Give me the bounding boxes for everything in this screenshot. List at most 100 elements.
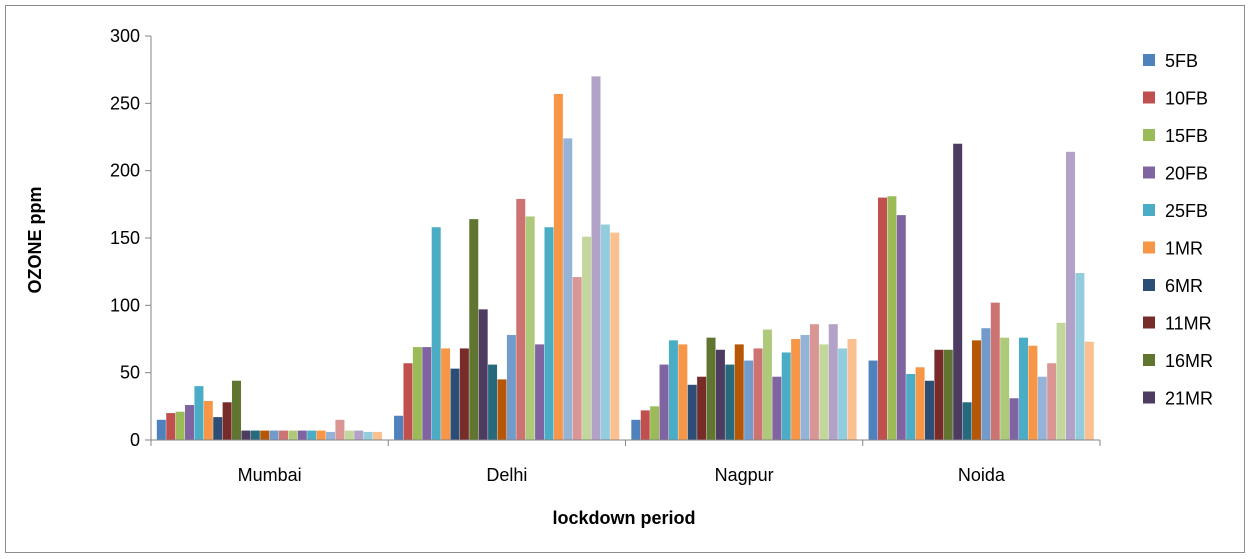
bar-noida-series-21 bbox=[1056, 322, 1066, 440]
legend-swatch bbox=[1143, 391, 1155, 404]
bar-mumbai-series-3 bbox=[175, 411, 185, 440]
legend-label: 6MR bbox=[1165, 276, 1203, 296]
bar-noida-series-17 bbox=[1018, 337, 1028, 440]
y-ticks-group: 0 50 100 150 200 250 300 bbox=[110, 26, 151, 450]
bar-nagpur-series-20 bbox=[809, 324, 819, 440]
y-tick-label: 250 bbox=[110, 93, 140, 113]
y-tick-label: 50 bbox=[120, 363, 140, 383]
bar-mumbai-series-18 bbox=[316, 430, 326, 440]
bar-nagpur-series-14 bbox=[753, 348, 763, 440]
bar-nagpur-series-5 bbox=[668, 340, 678, 440]
legend-swatch bbox=[1143, 241, 1155, 254]
legend-label: 11MR bbox=[1165, 314, 1212, 334]
bar-nagpur-series-8 bbox=[697, 376, 707, 440]
bar-delhi-series-6 bbox=[441, 348, 451, 440]
y-tick-label: 150 bbox=[110, 228, 140, 248]
bar-noida-series-23 bbox=[1075, 273, 1085, 440]
bar-mumbai-series-11 bbox=[250, 430, 260, 440]
bar-delhi-series-9 bbox=[469, 219, 479, 440]
bar-mumbai-series-17 bbox=[307, 430, 317, 440]
bar-mumbai-series-19 bbox=[326, 431, 336, 440]
bar-noida-series-14 bbox=[990, 302, 1000, 440]
bar-delhi-series-10 bbox=[478, 309, 488, 440]
bar-mumbai-series-13 bbox=[269, 430, 279, 440]
y-tick-label: 300 bbox=[110, 26, 140, 46]
bar-delhi-series-20 bbox=[572, 277, 582, 440]
bar-delhi-series-8 bbox=[459, 348, 469, 440]
bar-delhi-series-19 bbox=[563, 138, 573, 440]
legend-label: 20FB bbox=[1165, 164, 1208, 184]
bar-noida-series-10 bbox=[953, 143, 963, 441]
bar-delhi-series-5 bbox=[431, 227, 441, 440]
bar-nagpur-series-19 bbox=[800, 334, 810, 440]
bar-mumbai-series-7 bbox=[213, 417, 223, 440]
legend-label: 21MR bbox=[1165, 389, 1213, 409]
bar-nagpur-series-18 bbox=[791, 339, 801, 440]
bar-mumbai-series-9 bbox=[232, 380, 242, 440]
legend-label: 1MR bbox=[1165, 239, 1203, 259]
chart-frame bbox=[5, 5, 1245, 553]
bar-nagpur-series-15 bbox=[762, 329, 772, 440]
bar-nagpur-series-17 bbox=[781, 352, 791, 440]
bar-noida-series-2 bbox=[877, 197, 887, 440]
bar-delhi-series-13 bbox=[506, 334, 516, 440]
bar-mumbai-series-6 bbox=[203, 400, 213, 440]
bar-delhi-series-3 bbox=[412, 347, 422, 440]
bar-nagpur-series-2 bbox=[640, 410, 650, 440]
legend-swatch bbox=[1143, 166, 1155, 179]
bar-noida-series-1 bbox=[868, 360, 878, 440]
bar-mumbai-series-4 bbox=[185, 404, 195, 440]
bar-nagpur-series-3 bbox=[650, 406, 660, 440]
y-tick-label: 200 bbox=[110, 161, 140, 181]
legend-swatch bbox=[1143, 129, 1155, 141]
bar-delhi-series-17 bbox=[544, 227, 554, 440]
legend: 5FB 10FB 15FB 20FB 25FB 1MR 6MR 11MR 16MR 21MR bbox=[1143, 51, 1213, 409]
bar-nagpur-series-21 bbox=[819, 344, 829, 440]
legend-swatch bbox=[1143, 91, 1155, 104]
bar-noida-series-9 bbox=[943, 349, 953, 440]
legend-label: 16MR bbox=[1165, 351, 1213, 371]
bar-noida-series-8 bbox=[934, 349, 944, 440]
bar-noida-series-13 bbox=[981, 328, 991, 440]
bar-delhi-series-22 bbox=[591, 76, 601, 441]
y-axis-title: OZONE ppm bbox=[25, 187, 45, 294]
legend-swatch bbox=[1143, 354, 1155, 366]
bar-mumbai-series-15 bbox=[288, 430, 298, 440]
bar-noida-series-22 bbox=[1065, 151, 1075, 440]
bar-nagpur-series-4 bbox=[659, 364, 669, 440]
x-ticks-group: Mumbai Delhi Nagpur Noida bbox=[150, 440, 1101, 485]
bar-delhi-series-4 bbox=[422, 347, 432, 440]
bar-delhi-series-24 bbox=[610, 232, 620, 440]
legend-swatch bbox=[1143, 204, 1155, 216]
bar-noida-series-7 bbox=[924, 380, 934, 440]
x-axis-title: lockdown period bbox=[552, 508, 695, 528]
bar-noida-series-19 bbox=[1037, 376, 1047, 440]
legend-label: 5FB bbox=[1165, 51, 1198, 71]
bar-mumbai-series-10 bbox=[241, 430, 251, 440]
bar-noida-series-6 bbox=[915, 367, 925, 440]
bar-noida-series-11 bbox=[962, 402, 972, 440]
bar-nagpur-series-16 bbox=[772, 376, 782, 440]
legend-label: 25FB bbox=[1165, 201, 1208, 221]
bar-delhi-series-2 bbox=[403, 363, 413, 440]
bar-noida-series-12 bbox=[971, 340, 981, 440]
bar-nagpur-series-24 bbox=[847, 339, 857, 440]
bar-nagpur-series-9 bbox=[706, 337, 716, 440]
bar-delhi-series-18 bbox=[553, 93, 563, 440]
bar-nagpur-series-1 bbox=[631, 419, 641, 440]
bar-mumbai-series-22 bbox=[354, 430, 364, 440]
bar-delhi-series-21 bbox=[582, 236, 592, 440]
legend-label: 15FB bbox=[1165, 126, 1208, 146]
bar-mumbai-series-23 bbox=[363, 431, 373, 440]
bar-mumbai-series-24 bbox=[373, 431, 383, 440]
bar-mumbai-series-14 bbox=[279, 430, 289, 440]
bar-delhi-series-16 bbox=[535, 344, 545, 440]
bar-noida-series-15 bbox=[1000, 337, 1010, 440]
bar-nagpur-series-11 bbox=[725, 364, 735, 440]
bar-mumbai-series-20 bbox=[335, 419, 345, 440]
y-tick-label: 0 bbox=[130, 430, 140, 450]
legend-label: 10FB bbox=[1165, 89, 1208, 109]
bar-delhi-series-11 bbox=[488, 364, 498, 440]
bar-noida-series-18 bbox=[1028, 345, 1038, 440]
